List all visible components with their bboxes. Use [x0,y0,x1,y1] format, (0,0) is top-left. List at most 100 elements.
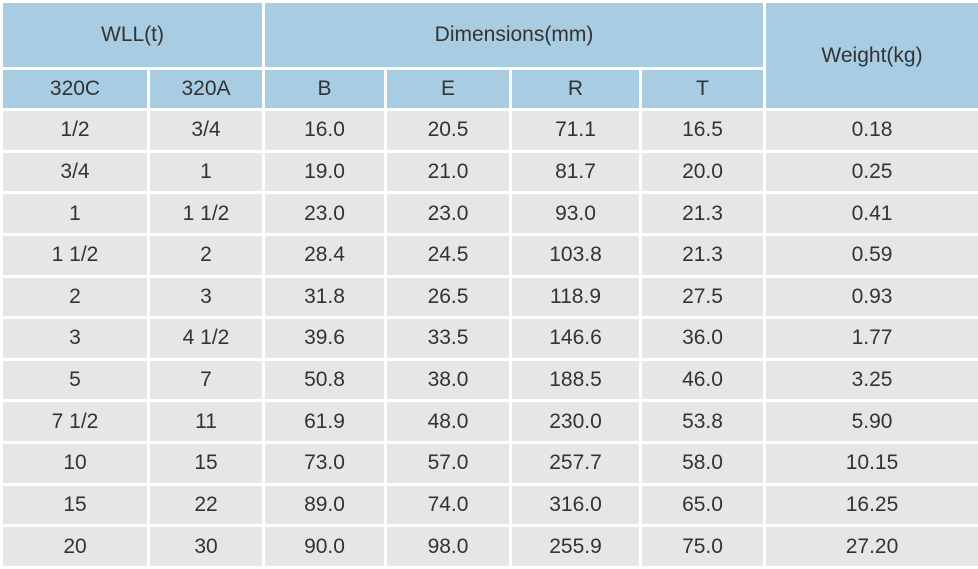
table-cell: 1.77 [763,316,978,361]
table-cell: 48.0 [384,399,512,444]
column-header: T [639,67,766,111]
table-cell: 50.8 [262,357,387,403]
table-cell: 255.9 [509,524,642,569]
table-cell: 81.7 [509,149,642,195]
table-cell: 4 1/2 [147,316,265,361]
table-row: 15 22 89.0 74.0 316.0 65.0 16.25 [0,482,978,528]
table-cell: 27.5 [639,274,766,320]
table-cell: 0.93 [763,274,978,320]
table-body: 1/2 3/4 16.0 20.5 71.1 16.5 0.18 3/4 1 19.0 21.0 81… [0,108,978,569]
table-row: 3/4 1 19.0 21.0 81.7 20.0 0.25 [0,149,978,195]
table-cell: 16.25 [763,482,978,528]
table-cell: 20 [0,524,150,569]
table-cell: 0.25 [763,149,978,195]
table-cell: 26.5 [384,274,512,320]
table-cell: 65.0 [639,482,766,528]
table-cell: 1 1/2 [147,191,265,236]
table-row: 10 15 73.0 57.0 257.7 58.0 10.15 [0,441,978,486]
table-cell: 28.4 [262,232,387,278]
table-cell: 1 [147,149,265,195]
column-header: 320C [0,67,150,111]
table-cell: 3/4 [147,108,265,153]
table-cell: 93.0 [509,191,642,236]
group-header: WLL(t) [0,0,265,70]
table-cell: 21.0 [384,149,512,195]
table-cell: 27.20 [763,524,978,569]
table-cell: 3 [0,316,150,361]
table-cell: 73.0 [262,441,387,486]
table-cell: 7 [147,357,265,403]
group-header: Weight(kg) [763,0,978,111]
table-cell: 24.5 [384,232,512,278]
table-row: 1/2 3/4 16.0 20.5 71.1 16.5 0.18 [0,108,978,153]
table-cell: 58.0 [639,441,766,486]
table-cell: 230.0 [509,399,642,444]
table-cell: 188.5 [509,357,642,403]
table-row: 1 1/2 2 28.4 24.5 103.8 21.3 0.59 [0,232,978,278]
table-cell: 257.7 [509,441,642,486]
table-cell: 0.41 [763,191,978,236]
table-cell: 0.59 [763,232,978,278]
table-cell: 118.9 [509,274,642,320]
table-cell: 2 [0,274,150,320]
table-cell: 39.6 [262,316,387,361]
table-cell: 21.3 [639,191,766,236]
table-cell: 2 [147,232,265,278]
table-cell: 30 [147,524,265,569]
table-cell: 61.9 [262,399,387,444]
group-header: Dimensions(mm) [262,0,766,70]
table-cell: 10 [0,441,150,486]
column-header: R [509,67,642,111]
table-row: 5 7 50.8 38.0 188.5 46.0 3.25 [0,357,978,403]
table-cell: 89.0 [262,482,387,528]
table-cell: 53.8 [639,399,766,444]
table-cell: 57.0 [384,441,512,486]
table-cell: 146.6 [509,316,642,361]
table-cell: 1 [0,191,150,236]
table-cell: 3.25 [763,357,978,403]
table-cell: 38.0 [384,357,512,403]
header-row: 320C 320A B E R T [0,67,978,111]
table-cell: 316.0 [509,482,642,528]
table-cell: 23.0 [262,191,387,236]
table-cell: 98.0 [384,524,512,569]
column-header: B [262,67,387,111]
table-cell: 20.0 [639,149,766,195]
column-header: 320A [147,67,265,111]
table-cell: 103.8 [509,232,642,278]
table-cell: 74.0 [384,482,512,528]
table-cell: 75.0 [639,524,766,569]
table-cell: 11 [147,399,265,444]
table-cell: 1/2 [0,108,150,153]
table-cell: 71.1 [509,108,642,153]
table-cell: 16.0 [262,108,387,153]
table-row: 7 1/2 11 61.9 48.0 230.0 53.8 5.90 [0,399,978,444]
table-cell: 23.0 [384,191,512,236]
table-cell: 5 [0,357,150,403]
table-cell: 1 1/2 [0,232,150,278]
table-cell: 36.0 [639,316,766,361]
table-cell: 7 1/2 [0,399,150,444]
table-cell: 22 [147,482,265,528]
header-row: WLL(t) Dimensions(mm) Weight(kg) [0,0,978,111]
table-cell: 3/4 [0,149,150,195]
table-cell: 20.5 [384,108,512,153]
table-cell: 19.0 [262,149,387,195]
table-cell: 0.18 [763,108,978,153]
table-cell: 90.0 [262,524,387,569]
table-cell: 15 [0,482,150,528]
table-cell: 10.15 [763,441,978,486]
table-cell: 16.5 [639,108,766,153]
table-cell: 15 [147,441,265,486]
table-cell: 46.0 [639,357,766,403]
table-cell: 21.3 [639,232,766,278]
table-row: 2 3 31.8 26.5 118.9 27.5 0.93 [0,274,978,320]
table-cell: 3 [147,274,265,320]
table-cell: 31.8 [262,274,387,320]
table-row: 20 30 90.0 98.0 255.9 75.0 27.20 [0,524,978,569]
column-header: E [384,67,512,111]
table-cell: 5.90 [763,399,978,444]
